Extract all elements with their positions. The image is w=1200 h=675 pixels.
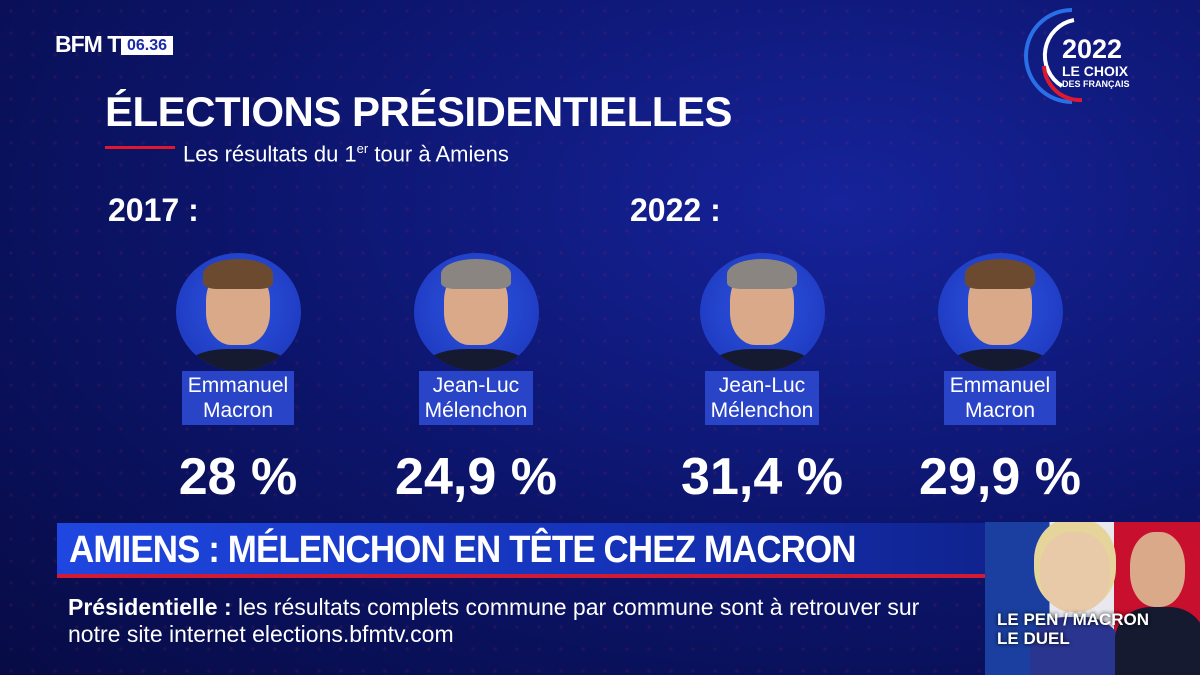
candidate-percent: 24,9 %: [395, 448, 557, 506]
candidate-card: Emmanuel Macron 29,9 %: [880, 253, 1120, 507]
candidate-name: Jean-Luc Mélenchon: [418, 371, 534, 425]
badge-year: 2022: [1062, 34, 1123, 64]
candidate-photo: [175, 253, 301, 371]
candidate-photo: [937, 253, 1063, 371]
duel-thumbnail: LE PEN / MACRON LE DUEL: [985, 522, 1200, 675]
thumbnail-line2: LE DUEL: [997, 629, 1070, 648]
candidate-percent: 31,4 %: [681, 448, 843, 506]
year-2022: 2022 :: [630, 192, 721, 228]
news-ticker: Présidentielle : les résultats complets …: [68, 594, 920, 647]
divider: [105, 146, 175, 149]
badge-line2: DES FRANÇAIS: [1062, 79, 1130, 89]
candidate-photo: [699, 253, 825, 371]
candidate-name: Jean-Luc Mélenchon: [704, 371, 820, 425]
year-2017: 2017 :: [108, 192, 199, 228]
candidate-card: Jean-Luc Mélenchon 24,9 %: [356, 253, 596, 507]
candidate-percent: 28 %: [178, 448, 298, 506]
bfmtv-logo: BFM TV.: [55, 31, 139, 57]
badge-line1: LE CHOIX: [1062, 63, 1129, 79]
candidate-name: Emmanuel Macron: [943, 371, 1057, 425]
page-title: ÉLECTIONS PRÉSIDENTIELLES: [105, 88, 732, 135]
candidate-photo: [413, 253, 539, 371]
subtitle: Les résultats du 1er tour à Amiens: [183, 141, 509, 167]
headline-banner: AMIENS : MÉLENCHON EN TÊTE CHEZ MACRON: [57, 523, 985, 578]
thumbnail-line1: LE PEN / MACRON: [997, 610, 1150, 629]
candidate-card: Jean-Luc Mélenchon 31,4 %: [642, 253, 882, 507]
clock: 06.36: [121, 36, 174, 55]
candidate-card: Emmanuel Macron 28 %: [118, 253, 358, 507]
election-badge: 2022 LE CHOIX DES FRANÇAIS: [1022, 6, 1152, 106]
candidate-name: Emmanuel Macron: [181, 371, 295, 425]
candidate-percent: 29,9 %: [919, 448, 1081, 506]
